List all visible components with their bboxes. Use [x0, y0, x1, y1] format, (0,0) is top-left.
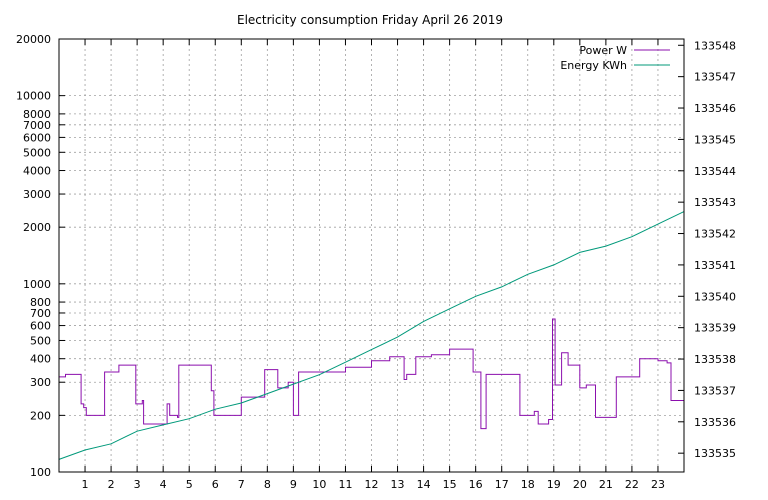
- energy-series-line: [58, 211, 685, 460]
- y-right-tick-label: 133536: [694, 416, 736, 429]
- y-right-tick-label: 133548: [694, 39, 736, 52]
- x-tick-label: 17: [495, 478, 509, 491]
- x-tick-label: 2: [108, 478, 115, 491]
- y-left-tick-label: 100: [30, 466, 51, 479]
- y-left-tick-label: 800: [30, 296, 51, 309]
- y-left-tick-label: 20000: [16, 33, 51, 46]
- x-tick-label: 19: [547, 478, 561, 491]
- plot-frame: [58, 38, 685, 473]
- grid: [59, 39, 684, 472]
- y-right-tick-label: 133543: [694, 196, 736, 209]
- x-tick-label: 5: [186, 478, 193, 491]
- power-series-line: [59, 318, 685, 430]
- y-left-tick-label: 1000: [23, 278, 51, 291]
- x-tick-label: 20: [573, 478, 587, 491]
- y-left-tick-label: 6000: [23, 131, 51, 144]
- y-right-tick-label: 133540: [694, 290, 736, 303]
- x-tick-label: 12: [365, 478, 379, 491]
- y-right-tick-label: 133544: [694, 165, 736, 178]
- y-left-tick-label: 700: [30, 307, 51, 320]
- x-tick-label: 14: [417, 478, 431, 491]
- y-right-tick-label: 133537: [694, 384, 736, 397]
- x-tick-label: 1: [82, 478, 89, 491]
- x-tick-label: 21: [599, 478, 613, 491]
- series-layer: [58, 211, 685, 460]
- x-tick-label: 13: [391, 478, 405, 491]
- x-tick-label: 10: [312, 478, 326, 491]
- x-tick-label: 6: [212, 478, 219, 491]
- x-tick-label: 8: [264, 478, 271, 491]
- y-right-tick-label: 133547: [694, 71, 736, 84]
- legend-label: Power W: [579, 44, 627, 57]
- x-tick-label: 4: [160, 478, 167, 491]
- y-right-tick-label: 133539: [694, 322, 736, 335]
- y-left-tick-label: 7000: [23, 119, 51, 132]
- y-left-tick-label: 2000: [23, 221, 51, 234]
- x-tick-label: 18: [521, 478, 535, 491]
- x-tick-label: 9: [290, 478, 297, 491]
- legend-label: Energy KWh: [560, 59, 627, 72]
- right-axis-ticks: 133535 133536 133537 133538 133539 133540 1335…: [678, 39, 736, 460]
- y-left-tick-label: 10000: [16, 90, 51, 103]
- x-tick-label: 7: [238, 478, 245, 491]
- y-left-tick-label: 5000: [23, 146, 51, 159]
- y-right-tick-label: 133538: [694, 353, 736, 366]
- chart-title: Electricity consumption Friday April 26 …: [237, 13, 503, 27]
- x-tick-label: 11: [338, 478, 352, 491]
- y-left-tick-label: 400: [30, 353, 51, 366]
- y-right-tick-label: 133541: [694, 259, 736, 272]
- x-tick-label: 15: [443, 478, 457, 491]
- y-left-tick-label: 600: [30, 320, 51, 333]
- y-left-tick-label: 300: [30, 376, 51, 389]
- y-left-tick-label: 4000: [23, 165, 51, 178]
- y-left-tick-label: 8000: [23, 108, 51, 121]
- x-tick-label: 3: [134, 478, 141, 491]
- y-right-tick-label: 133535: [694, 447, 736, 460]
- y-right-tick-label: 133545: [694, 133, 736, 146]
- x-tick-label: 23: [651, 478, 665, 491]
- x-axis-ticks: 1 2 3 4 5 6 7 8 9 10 11 12 13 14 15 16 17 18 19 20 21 22 23: [82, 39, 665, 491]
- y-left-tick-label: 200: [30, 409, 51, 422]
- y-right-tick-label: 133546: [694, 102, 736, 115]
- x-tick-label: 16: [469, 478, 483, 491]
- x-tick-label: 22: [625, 478, 639, 491]
- legend: Power W Energy KWh: [560, 44, 670, 72]
- y-left-tick-label: 500: [30, 334, 51, 347]
- y-left-tick-label: 3000: [23, 188, 51, 201]
- y-right-tick-label: 133542: [694, 228, 736, 241]
